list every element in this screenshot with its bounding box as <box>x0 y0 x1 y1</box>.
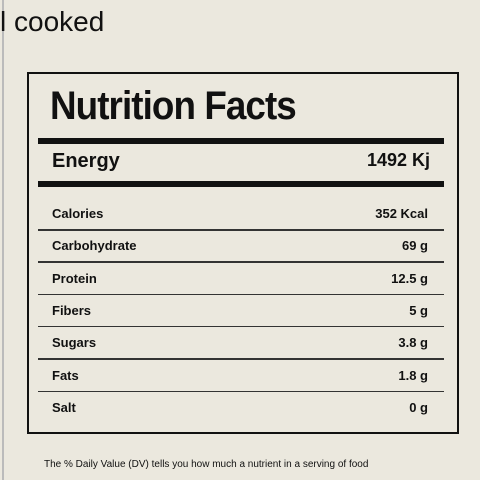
nutrient-label: Protein <box>52 270 97 286</box>
nutrient-label: Fibers <box>52 302 92 318</box>
facts-box <box>27 72 459 434</box>
nutrient-label: Salt <box>52 399 76 415</box>
nutrient-label: Fats <box>52 367 79 383</box>
rule <box>38 181 444 187</box>
row-rule <box>38 390 444 392</box>
energy-label: Energy <box>52 150 120 172</box>
nutrient-value: 69 g <box>401 238 428 254</box>
edge <box>2 0 4 480</box>
row-rule <box>38 325 444 328</box>
nutrient-label: Calories <box>52 206 104 221</box>
footnote: The % Daily Value (DV) tells you how muc… <box>44 459 369 470</box>
nutrient-value: 1.8 g <box>398 367 428 383</box>
header-text: l cooked <box>0 6 105 37</box>
row-rule <box>38 261 444 263</box>
energy-value: 1492 Kj <box>366 150 430 170</box>
nutrient-label: Sugars <box>52 335 97 351</box>
row-rule <box>38 358 444 360</box>
nutrient-value: 352 Kcal <box>375 206 428 221</box>
rule <box>38 138 444 144</box>
nutrient-value: 0 g <box>409 399 428 415</box>
nutrient-value: 3.8 g <box>398 335 428 351</box>
row-rule <box>38 293 444 296</box>
row-rule <box>38 229 444 231</box>
facts-title: Nutrition Facts <box>50 84 297 128</box>
nutrient-value: 12.5 g <box>391 270 428 286</box>
nutrient-value: 5 g <box>409 302 428 318</box>
nutrient-label: Carbohydrate <box>52 238 137 254</box>
